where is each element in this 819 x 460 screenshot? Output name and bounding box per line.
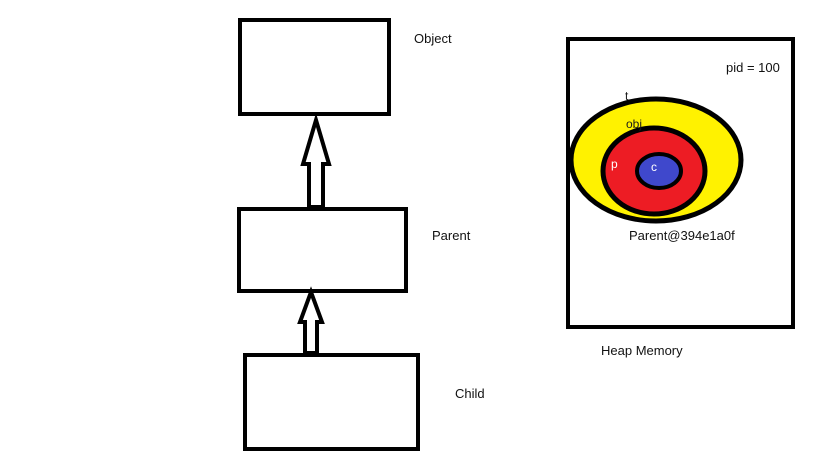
parent-class-box	[237, 207, 408, 293]
child-class-box	[243, 353, 420, 451]
object-class-box	[238, 18, 391, 116]
pid-label: pid = 100	[726, 60, 780, 75]
parent-class-label: Parent	[432, 228, 471, 243]
p-reference-label: p	[611, 157, 618, 171]
inner-object-ellipse	[635, 152, 683, 190]
inheritance-arrow-child-to-parent	[297, 286, 325, 355]
c-reference-label: c	[651, 160, 657, 174]
object-address-label: Parent@394e1a0f	[629, 228, 735, 243]
inheritance-arrow-parent-to-object	[300, 112, 332, 209]
obj-reference-label: obj	[626, 117, 642, 131]
heap-memory-caption: Heap Memory	[601, 343, 683, 358]
child-class-label: Child	[455, 386, 485, 401]
object-class-label: Object	[414, 31, 452, 46]
t-reference-label: t	[625, 89, 629, 103]
